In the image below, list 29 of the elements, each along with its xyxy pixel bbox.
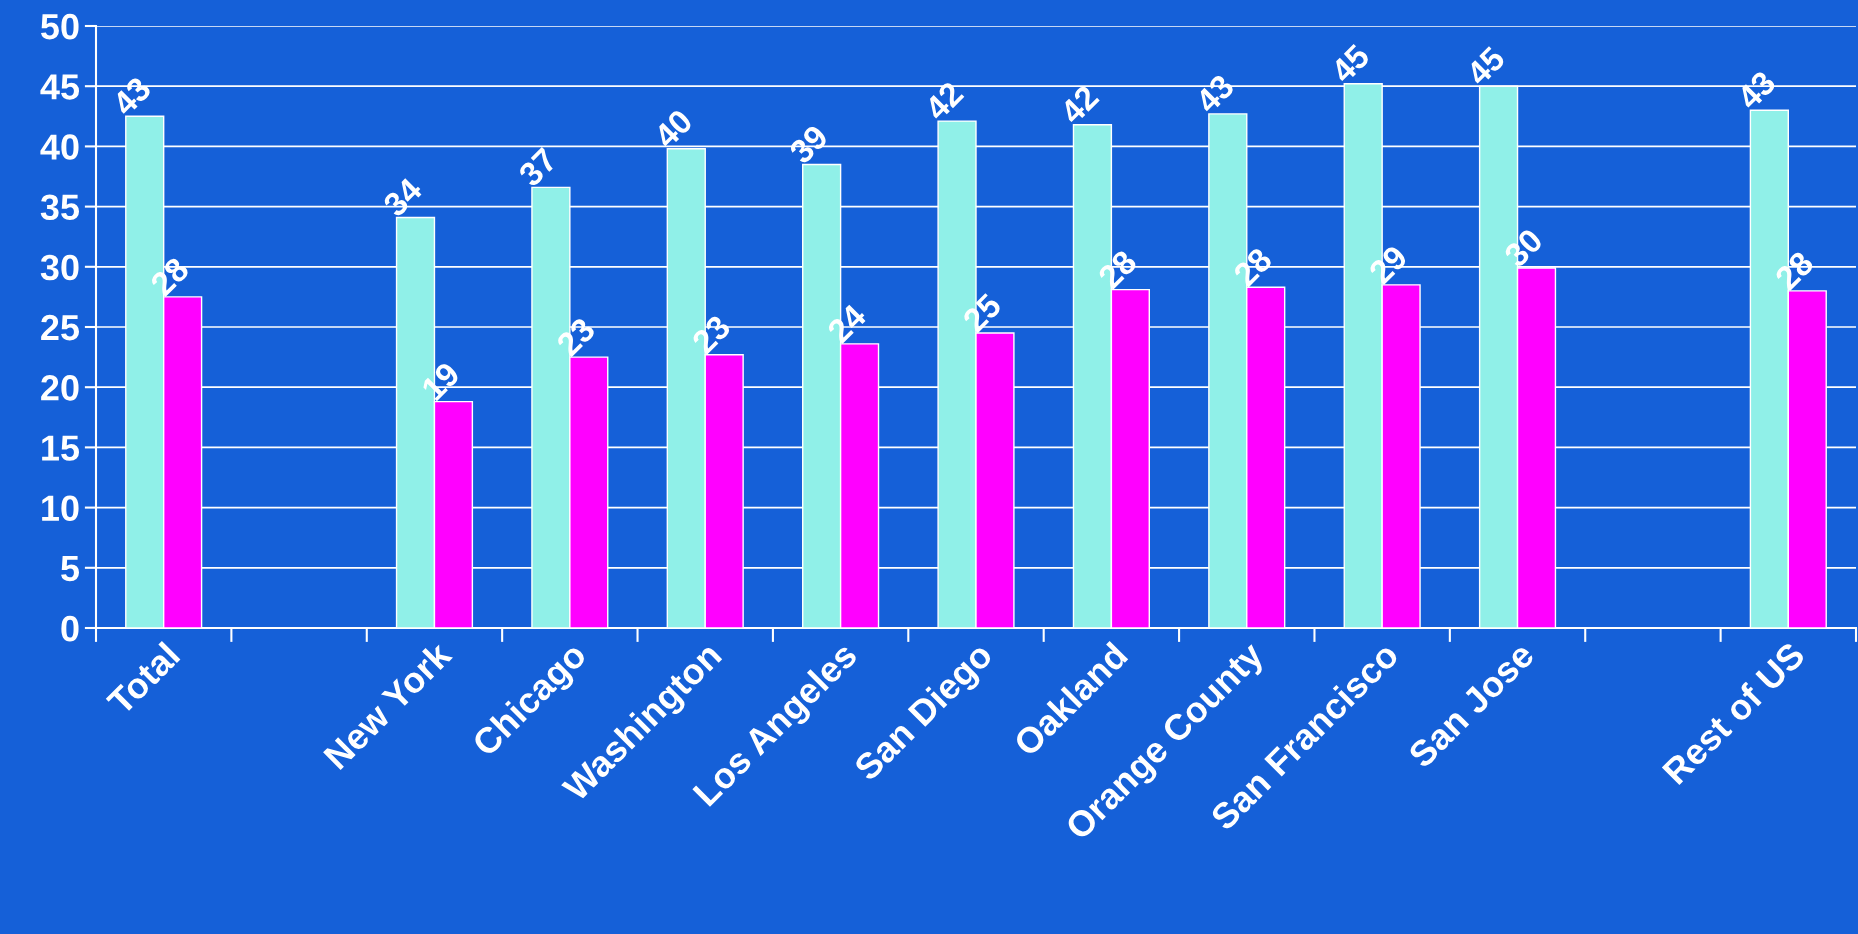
data-label: 45 [1464,45,1507,88]
data-label: 43 [1735,69,1777,112]
data-label: 23 [555,316,597,358]
data-label: 30 [1502,227,1545,269]
y-tick-label: 0 [61,615,79,642]
y-tick-label: 25 [41,314,80,341]
data-label: 42 [1058,83,1100,126]
data-label: 40 [652,108,694,150]
data-label: 37 [516,146,559,189]
y-tick-label: 5 [61,556,80,582]
data-label: 34 [381,175,424,219]
data-label: 29 [1367,244,1409,286]
y-tick-label: 10 [42,495,79,522]
data-label: 25 [961,291,1003,334]
data-label: 43 [110,75,153,118]
y-tick-label: 30 [40,254,79,281]
y-tick-label: 15 [42,435,80,461]
y-tick-label: 20 [41,375,79,401]
data-label: 42 [922,80,965,122]
data-label: 43 [1193,73,1236,115]
y-tick-label: 40 [40,134,79,160]
y-tick-label: 50 [40,13,79,40]
y-tick-label: 35 [40,194,80,221]
data-label: 19 [420,360,461,402]
data-label: 23 [690,313,732,356]
data-label: 39 [787,123,830,166]
y-tick-label: 45 [40,74,80,100]
data-label: 45 [1329,43,1371,85]
data-label: 28 [1232,246,1274,288]
